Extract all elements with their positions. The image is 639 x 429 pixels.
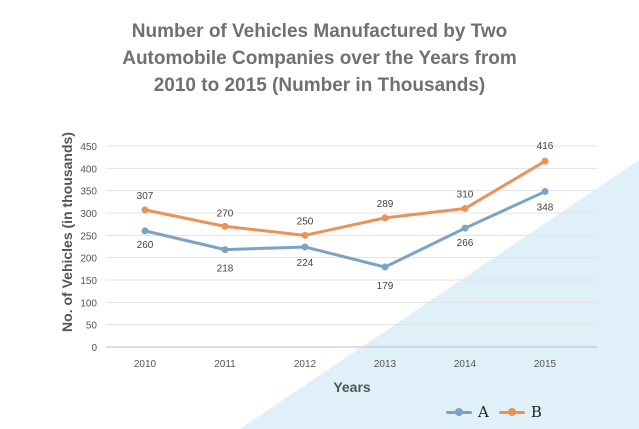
legend-swatch-b xyxy=(498,407,525,416)
data-point-A xyxy=(221,246,229,254)
y-tick-label: 100 xyxy=(80,298,97,309)
x-tick-label: 2014 xyxy=(454,359,477,370)
legend-item-b: B xyxy=(498,403,542,421)
data-point-B xyxy=(301,231,309,239)
title-line-2: Automobile Companies over the Years from xyxy=(122,48,517,69)
data-label-B: 310 xyxy=(457,190,474,201)
x-axis-title: Years xyxy=(333,379,371,395)
x-tick-label: 2011 xyxy=(214,359,236,370)
data-point-A xyxy=(541,188,549,196)
series-line-B xyxy=(143,159,547,237)
data-point-A xyxy=(141,227,149,235)
title-line-3: 2010 to 2015 (Number in Thousands) xyxy=(153,75,486,96)
data-label-B: 307 xyxy=(137,191,154,202)
y-tick-label: 150 xyxy=(80,276,97,287)
title-line-1: Number of Vehicles Manufactured by Two xyxy=(131,21,508,42)
legend: A B xyxy=(446,402,542,422)
x-tick-label: 2015 xyxy=(534,359,557,370)
data-point-B xyxy=(381,214,389,222)
data-label-B: 250 xyxy=(297,216,314,227)
legend-item-a: A xyxy=(446,403,489,421)
data-label-A: 260 xyxy=(137,240,154,251)
data-label-B: 416 xyxy=(537,141,554,152)
data-label-A: 179 xyxy=(377,281,394,292)
chart-title: Number of Vehicles Manufactured by Two A… xyxy=(40,18,599,99)
data-label-A: 218 xyxy=(217,264,234,275)
y-tick-label: 350 xyxy=(80,187,97,198)
data-point-B xyxy=(141,206,149,214)
data-label-B: 270 xyxy=(217,208,234,219)
y-tick-label: 300 xyxy=(80,209,97,220)
data-point-B xyxy=(461,205,469,213)
y-tick-label: 0 xyxy=(91,343,97,354)
legend-swatch-a xyxy=(446,407,472,416)
legend-label-b: B xyxy=(530,403,542,421)
legend-label-a: A xyxy=(478,403,489,421)
y-tick-label: 400 xyxy=(80,164,97,175)
data-point-A xyxy=(381,263,389,271)
x-tick-label: 2010 xyxy=(134,359,157,370)
x-tick-label: 2013 xyxy=(374,359,397,370)
y-tick-label: 50 xyxy=(86,321,98,332)
y-tick-label: 200 xyxy=(80,254,97,265)
data-point-A xyxy=(461,224,469,232)
data-label-B: 289 xyxy=(377,199,394,210)
data-label-A: 348 xyxy=(537,203,554,214)
x-tick-label: 2012 xyxy=(294,359,317,370)
y-tick-label: 450 xyxy=(80,142,97,153)
y-tick-label: 250 xyxy=(80,231,97,242)
y-axis-title: No. of Vehicles (in thousands) xyxy=(59,132,75,332)
data-point-B xyxy=(221,222,229,230)
data-point-A xyxy=(301,243,309,251)
data-label-A: 224 xyxy=(297,258,314,269)
data-label-A: 266 xyxy=(457,238,474,249)
data-point-B xyxy=(541,157,549,165)
series-line-A xyxy=(143,190,547,269)
